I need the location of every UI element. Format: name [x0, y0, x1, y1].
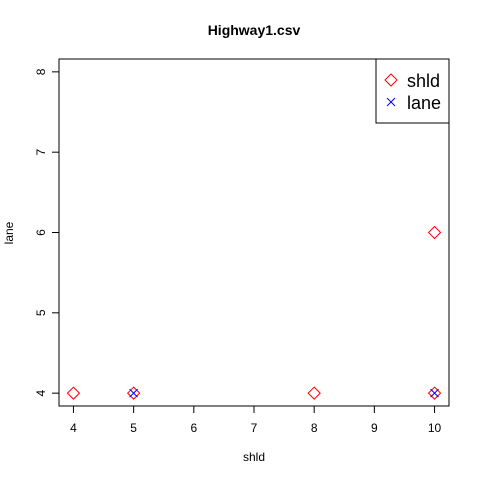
data-points	[66, 225, 442, 400]
legend-x-icon	[386, 97, 396, 107]
point-shld	[126, 386, 141, 400]
legend-label-lane: lane	[407, 93, 441, 113]
x-tick-label: 4	[70, 421, 77, 435]
y-axis-label: lane	[2, 221, 16, 244]
legend: shld lane	[375, 58, 450, 124]
y-tick-label: 8	[34, 68, 48, 75]
y-tick-label: 4	[34, 389, 48, 396]
x-tick-label: 6	[190, 421, 197, 435]
x-tick-label: 5	[130, 421, 137, 435]
y-axis: 4 5 6 7 8	[34, 68, 60, 396]
y-tick-label: 5	[34, 309, 48, 316]
x-tick-label: 10	[428, 421, 442, 435]
point-lane	[129, 388, 138, 398]
y-tick-label: 7	[34, 149, 48, 156]
x-axis-label: shld	[243, 450, 265, 464]
y-tick-label: 6	[34, 229, 48, 236]
legend-label-shld: shld	[407, 71, 440, 91]
chart-title: Highway1.csv	[208, 22, 301, 38]
x-tick-label: 9	[371, 421, 378, 435]
point-shld	[307, 386, 321, 400]
legend-diamond-icon	[384, 73, 398, 87]
x-tick-label: 8	[311, 421, 318, 435]
point-shld	[427, 386, 442, 400]
point-lane	[430, 388, 439, 398]
x-tick-label: 7	[251, 421, 258, 435]
point-shld	[66, 386, 81, 400]
x-axis: 4 5 6 7 8 9 10	[70, 405, 442, 435]
point-shld	[427, 225, 442, 240]
legend-box	[375, 58, 450, 124]
